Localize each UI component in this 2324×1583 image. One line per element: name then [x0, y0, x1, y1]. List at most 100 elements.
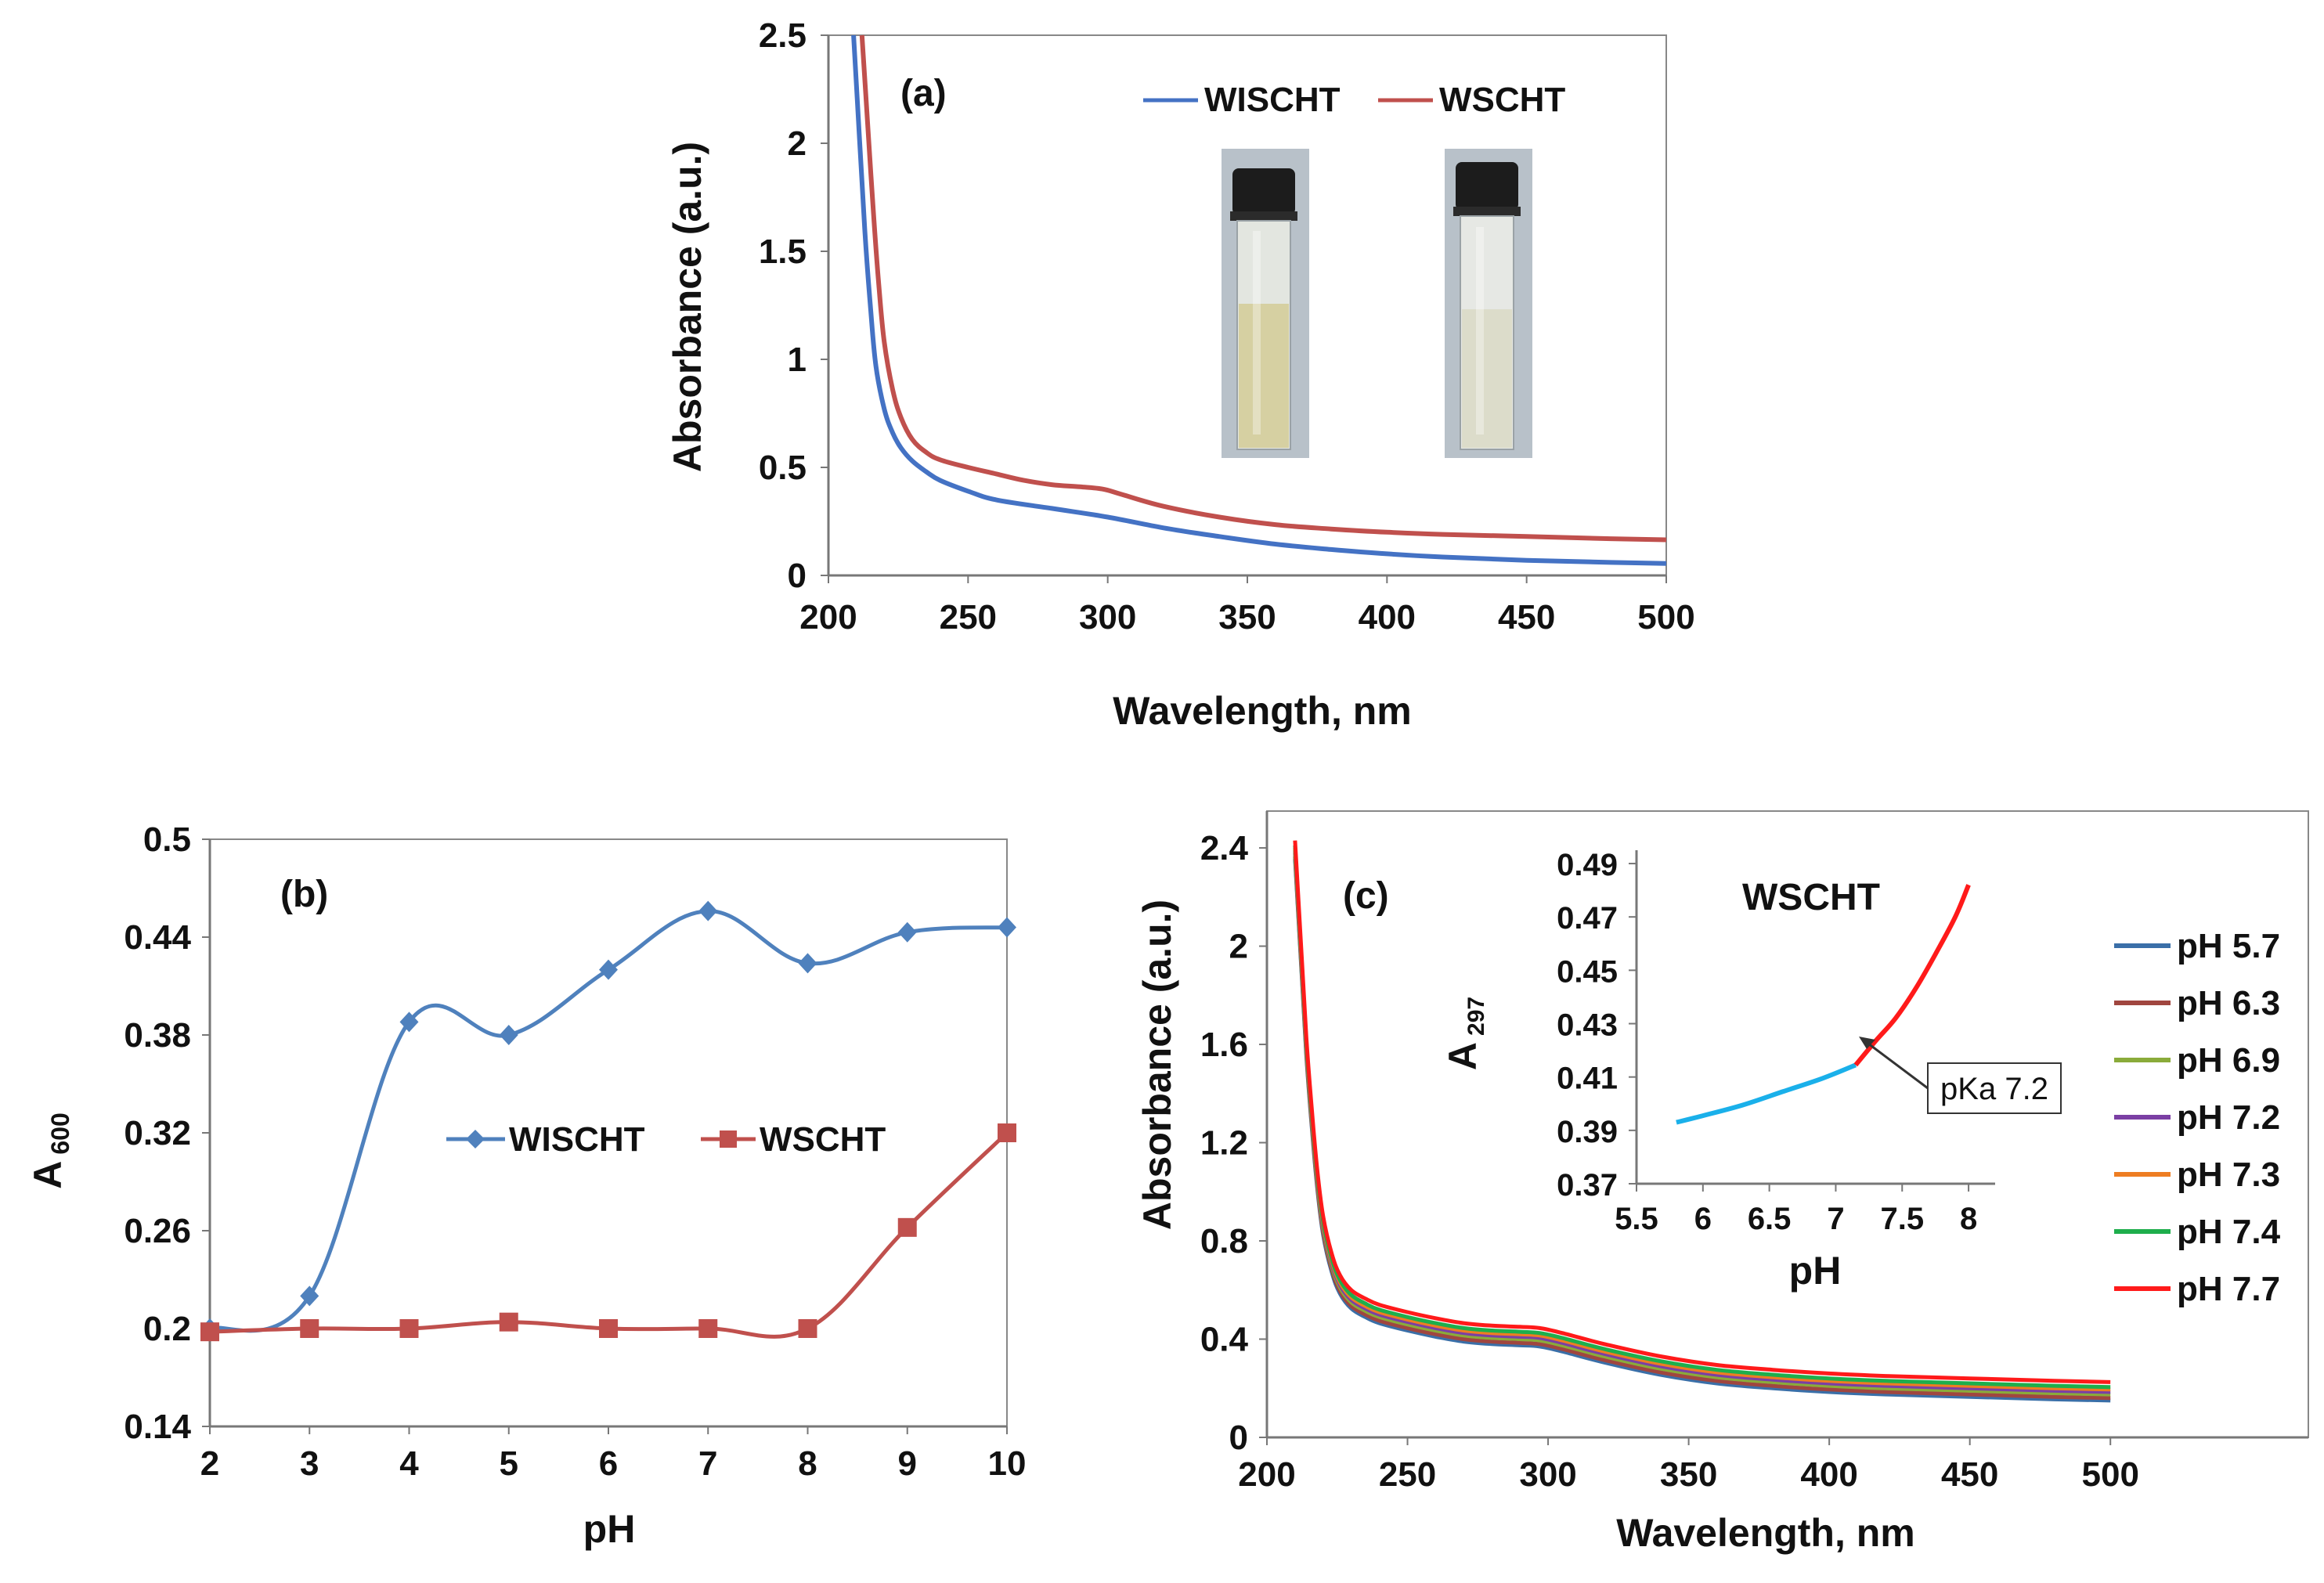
legend-label: pH 7.7: [2177, 1270, 2280, 1308]
x-tick-label: 8: [1960, 1202, 1977, 1236]
x-tick-label: 250: [940, 598, 997, 636]
data-point-wscht: [200, 1322, 219, 1342]
y-tick-label: 0.47: [1557, 901, 1618, 936]
x-tick-label: 7: [1827, 1202, 1844, 1236]
y-tick-label: 2.4: [1200, 829, 1249, 867]
vial-photo-wischt: [1222, 149, 1309, 458]
panel-a: 200 250 300 350 400 450 500 0 0.5 1 1.5 2 2.5 (a) WI…: [666, 16, 1695, 733]
panel-c-ylabel: Absorbance (a.u.): [1135, 900, 1179, 1230]
y-tick-label: 1: [788, 341, 807, 379]
data-point-wischt: [998, 917, 1016, 938]
y-tick-label: 0.5: [759, 449, 807, 487]
legend-label: pH 5.7: [2177, 927, 2280, 965]
data-point-wischt: [399, 1011, 419, 1033]
x-tick-label: 450: [1498, 598, 1555, 636]
panel-a-xlabel: Wavelength, nm: [1113, 689, 1412, 733]
x-tick-label: 6: [599, 1444, 618, 1483]
x-tick-label: 9: [898, 1444, 917, 1483]
pka-annotation: pKa 7.2: [1859, 1037, 2062, 1114]
data-point-wscht: [599, 1319, 618, 1338]
x-tick-label: 10: [988, 1444, 1027, 1483]
x-tick-label: 6: [1694, 1202, 1712, 1236]
legend-marker-square: [720, 1130, 737, 1148]
data-point-wischt: [499, 1025, 518, 1045]
panel-b: 2 3 4 5 6 7 8 9 10 0.14 0.2 0.26 0.32 0.38 0.44 0.5 (b)…: [26, 820, 1026, 1551]
y-tick-label: 0.45: [1557, 954, 1618, 989]
x-tick-label: 350: [1218, 598, 1276, 636]
panel-c-xlabel: Wavelength, nm: [1616, 1511, 1915, 1555]
panel-c-label: (c): [1343, 875, 1389, 917]
y-tick-label: 0.32: [124, 1114, 191, 1152]
x-tick-label: 250: [1379, 1455, 1436, 1494]
y-tick-label: 0.14: [124, 1408, 191, 1446]
data-point-wischt: [897, 921, 917, 943]
series-line-wischt: [209, 909, 1008, 1333]
y-tick-label: 0.4: [1200, 1321, 1249, 1359]
panel-c-legend: pH 5.7 pH 6.3 pH 6.9 pH 7.2 pH 7.3 pH 7.4 pH 7…: [2114, 927, 2281, 1308]
data-point-wscht: [897, 1217, 917, 1237]
y-tick-label: 1.5: [759, 233, 807, 271]
x-tick-label: 5.5: [1615, 1202, 1658, 1236]
x-tick-label: 350: [1660, 1455, 1717, 1494]
y-tick-label: 0.43: [1557, 1008, 1618, 1043]
y-tick-label: 0.8: [1200, 1222, 1248, 1260]
legend-label: pH 6.9: [2177, 1041, 2280, 1080]
y-tick-label: 1.2: [1200, 1124, 1248, 1163]
x-tick-label: 200: [1238, 1455, 1295, 1494]
x-tick-label: 400: [1359, 598, 1416, 636]
pka-arrow-head: [1859, 1037, 1875, 1049]
panel-a-ylabel: Absorbance (a.u.): [666, 142, 709, 472]
legend-label: pH 7.3: [2177, 1156, 2280, 1194]
y-tick-label: 2: [788, 124, 807, 163]
legend-label: pH 7.4: [2177, 1213, 2281, 1251]
x-tick-label: 300: [1519, 1455, 1576, 1494]
series-line-ph-7.7: [1293, 840, 2111, 1384]
y-tick-label: 0: [788, 557, 807, 595]
svg-text:A297: A297: [1441, 997, 1489, 1070]
x-tick-label: 2: [200, 1444, 219, 1483]
x-tick-label: 8: [798, 1444, 817, 1483]
legend-marker-diamond: [466, 1130, 485, 1148]
x-tick-label: 300: [1079, 598, 1136, 636]
data-point-wischt: [599, 959, 618, 980]
pka-text: pKa 7.2: [1940, 1072, 2048, 1106]
y-tick-label: 1.6: [1200, 1026, 1248, 1064]
pka-box: [1927, 1062, 2062, 1114]
x-tick-label: 7: [698, 1444, 717, 1483]
inset-title: WSCHT: [1742, 877, 1880, 918]
svg-text:A600: A600: [26, 1112, 74, 1189]
x-tick-label: 500: [2082, 1455, 2139, 1494]
x-tick-label: 400: [1800, 1455, 1857, 1494]
data-point-wscht: [698, 1319, 718, 1338]
x-tick-label: 5: [500, 1444, 518, 1483]
x-tick-label: 3: [300, 1444, 319, 1483]
panel-a-legend: WISCHT WSCHT: [1143, 81, 1565, 119]
x-tick-label: 6.5: [1748, 1202, 1792, 1236]
legend-label: pH 7.2: [2177, 1098, 2280, 1137]
inset-line-high-ph: [1853, 884, 1971, 1067]
y-tick-label: 0.41: [1557, 1062, 1618, 1096]
data-point-wscht: [998, 1123, 1016, 1142]
panel-b-xlabel: pH: [583, 1507, 636, 1551]
y-tick-label: 0.49: [1557, 848, 1618, 882]
legend-label-wscht-b: WSCHT: [760, 1120, 886, 1159]
panel-b-legend: WISCHT WSCHT: [446, 1120, 886, 1159]
x-tick-label: 450: [1941, 1455, 1998, 1494]
x-tick-label: 7.5: [1880, 1202, 1924, 1236]
legend-label-wischt-b: WISCHT: [509, 1120, 645, 1159]
y-tick-label: 2.5: [759, 16, 807, 55]
legend-label: pH 6.3: [2177, 984, 2280, 1022]
data-point-wischt: [798, 953, 817, 974]
vial-photo-wscht: [1445, 149, 1532, 458]
y-tick-label: 0: [1229, 1419, 1248, 1457]
inset-ylabel: A297: [1441, 997, 1489, 1070]
y-tick-label: 0.5: [143, 820, 191, 859]
y-tick-label: 0.37: [1557, 1168, 1618, 1203]
legend-label-wscht: WSCHT: [1439, 81, 1565, 119]
y-tick-label: 0.2: [143, 1310, 191, 1348]
inset-xlabel: pH: [1789, 1249, 1842, 1293]
x-tick-label: 200: [799, 598, 857, 636]
panel-b-ylabel: A600: [26, 1112, 74, 1189]
panel-a-label: (a): [900, 73, 947, 114]
